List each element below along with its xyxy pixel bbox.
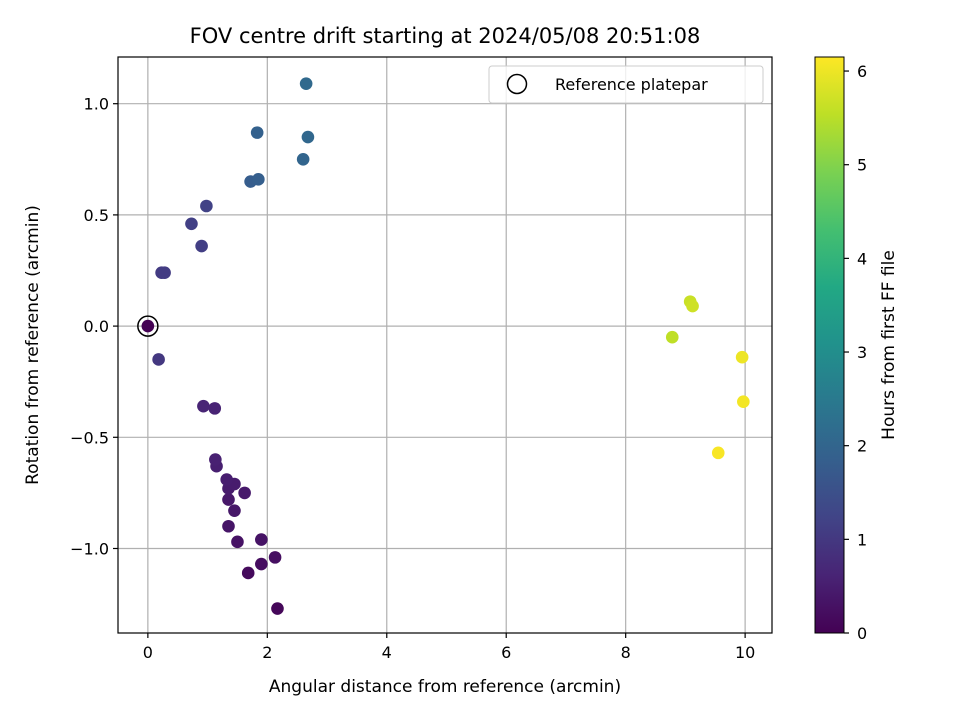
data-point bbox=[665, 330, 679, 344]
data-point bbox=[238, 486, 251, 500]
y-axis-ticks: −1.0 −0.5 0.0 0.5 1.0 bbox=[70, 95, 118, 558]
data-point bbox=[301, 130, 315, 144]
x-tick-label: 4 bbox=[382, 643, 392, 662]
y-tick-label: 0.5 bbox=[84, 206, 109, 225]
data-point bbox=[195, 239, 208, 253]
y-tick-label: 0.0 bbox=[84, 317, 109, 336]
x-tick-label: 6 bbox=[501, 643, 511, 662]
data-point bbox=[141, 319, 155, 333]
data-point bbox=[255, 557, 268, 571]
x-axis-ticks: 0 2 4 6 8 10 bbox=[143, 633, 755, 662]
data-point bbox=[250, 126, 264, 139]
y-tick-label: −0.5 bbox=[70, 428, 109, 447]
y-tick-label: −1.0 bbox=[70, 539, 109, 558]
data-point bbox=[222, 519, 235, 533]
colorbar-tick-label: 3 bbox=[857, 343, 867, 362]
data-point bbox=[158, 266, 171, 280]
colorbar-tick-label: 0 bbox=[857, 624, 867, 643]
colorbar-tick-label: 4 bbox=[857, 249, 867, 268]
data-point bbox=[228, 504, 241, 517]
data-point bbox=[737, 395, 750, 409]
legend: Reference platepar bbox=[488, 65, 764, 104]
y-tick-label: 1.0 bbox=[84, 95, 109, 114]
data-point bbox=[152, 353, 165, 366]
reference-marker bbox=[137, 315, 159, 337]
data-point bbox=[296, 153, 310, 166]
colorbar: 0 1 2 3 4 5 6 Hours from first FF file bbox=[814, 56, 899, 643]
data-point bbox=[185, 217, 198, 231]
data-point bbox=[268, 551, 282, 564]
grid-lines bbox=[118, 57, 772, 633]
plot-frame bbox=[117, 56, 773, 634]
x-tick-label: 8 bbox=[621, 643, 631, 662]
x-tick-label: 0 bbox=[143, 643, 153, 662]
data-point bbox=[711, 446, 725, 460]
colorbar-tick-label: 6 bbox=[857, 62, 867, 81]
data-point bbox=[299, 77, 313, 90]
chart-title: FOV centre drift starting at 2024/05/08 … bbox=[190, 24, 701, 48]
data-point bbox=[231, 535, 244, 549]
x-tick-label: 2 bbox=[262, 643, 272, 662]
colorbar-label: Hours from first FF file bbox=[879, 250, 899, 440]
colorbar-tick-label: 2 bbox=[857, 437, 867, 456]
legend-entry-reference-platepar: Reference platepar bbox=[555, 75, 708, 94]
x-tick-label: 10 bbox=[735, 643, 755, 662]
data-point bbox=[209, 453, 222, 466]
legend-box bbox=[488, 65, 764, 104]
data-point bbox=[220, 473, 234, 486]
data-point bbox=[200, 199, 213, 213]
data-point bbox=[735, 350, 749, 364]
legend-reference-marker bbox=[506, 73, 528, 95]
data-point bbox=[241, 566, 255, 580]
colorbar-tick-label: 1 bbox=[857, 530, 867, 549]
reference-platepar-marker bbox=[137, 315, 159, 337]
data-point bbox=[197, 399, 210, 413]
data-point bbox=[255, 533, 268, 546]
colorbar-ticks: 0 1 2 3 4 5 6 bbox=[844, 62, 867, 643]
data-point bbox=[686, 299, 699, 313]
data-point bbox=[271, 602, 284, 615]
data-point bbox=[222, 493, 235, 506]
y-axis-label: Rotation from reference (arcmin) bbox=[23, 205, 43, 485]
colorbar-gradient bbox=[814, 56, 845, 634]
data-point bbox=[208, 402, 222, 415]
data-points bbox=[141, 77, 750, 615]
x-axis-label: Angular distance from reference (arcmin) bbox=[269, 677, 621, 697]
data-point bbox=[252, 173, 265, 186]
colorbar-tick-label: 5 bbox=[857, 156, 867, 175]
